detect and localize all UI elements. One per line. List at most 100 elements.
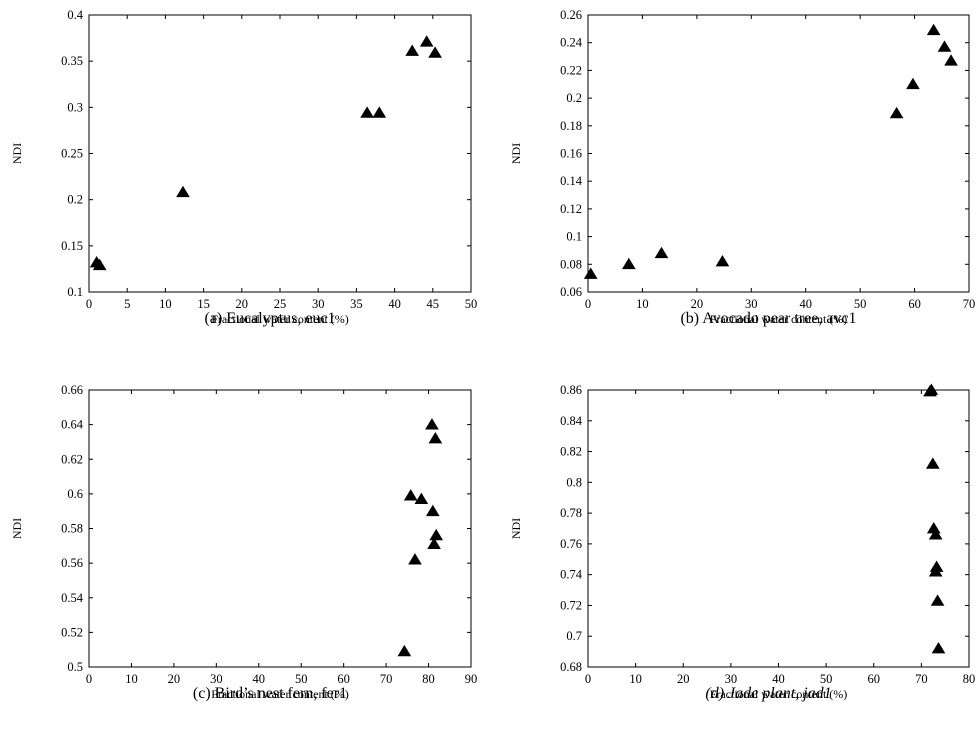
x-tick-label: 50	[465, 297, 478, 311]
data-point-triangle	[403, 489, 418, 501]
data-point-triangle	[176, 185, 190, 198]
data-point-triangle	[360, 106, 374, 118]
y-tick-label: 0.66	[61, 383, 83, 397]
x-tick-label: 40	[772, 672, 785, 686]
x-tick-label: 50	[820, 672, 833, 686]
data-point-triangle	[930, 594, 945, 606]
y-tick-label: 0.52	[61, 625, 83, 639]
x-axis-label: Fractional water content (%)	[710, 312, 848, 326]
y-tick-label: 0.8	[566, 475, 582, 489]
x-tick-label: 20	[168, 672, 181, 686]
data-point-triangle	[429, 528, 444, 541]
y-tick-label: 0.15	[61, 239, 83, 253]
x-tick-label: 10	[629, 672, 642, 686]
x-tick-label: 10	[125, 672, 138, 686]
scatter-panel-0: 0 5 10 15 20 25 30 35 40 45 50 0.1 0.15 0.2 0.25 0.3 0.3…	[10, 8, 477, 327]
data-point-triangle	[715, 255, 730, 267]
y-tick-label: 0.2	[566, 91, 582, 105]
data-point-triangle	[937, 40, 952, 52]
data-point-triangle	[425, 418, 439, 430]
y-tick-label: 0.26	[560, 8, 582, 22]
y-tick-label: 0.16	[560, 147, 582, 161]
y-axis-label: NDI	[10, 143, 24, 164]
data-point-triangle	[926, 522, 941, 534]
data-point-triangle	[408, 553, 422, 565]
y-tick-label: 0.62	[61, 452, 83, 466]
y-tick-label: 0.24	[560, 36, 583, 50]
y-tick-label: 0.25	[61, 147, 83, 161]
y-axis-label: NDI	[509, 518, 523, 539]
y-tick-label: 0.58	[61, 522, 83, 536]
scatter-panel-2: 0 10 20 30 40 50 60 70 80 90 0.5 0.52 0.54 0.56 0.58 0.…	[10, 383, 477, 702]
data-point-triangle	[924, 383, 939, 395]
data-point-triangle	[397, 644, 412, 657]
x-tick-label: 0	[86, 297, 92, 311]
y-tick-label: 0.76	[560, 537, 582, 551]
data-point-triangle	[583, 267, 598, 279]
x-tick-label: 45	[427, 297, 440, 311]
data-point-triangle	[944, 54, 958, 66]
y-axis-label: NDI	[10, 518, 24, 539]
x-axis-label: Fractional water content (%)	[211, 687, 349, 701]
data-point-triangle	[92, 258, 107, 271]
x-tick-label: 40	[388, 297, 401, 311]
x-tick-label: 35	[350, 297, 363, 311]
x-tick-label: 30	[210, 672, 223, 686]
data-point-triangle	[414, 492, 429, 504]
data-point-triangle	[427, 537, 441, 549]
y-tick-label: 0.54	[61, 591, 84, 605]
panel-caption: (d) Jade plant, jad1	[705, 685, 831, 702]
x-tick-label: 5	[124, 297, 130, 311]
x-tick-label: 40	[799, 297, 812, 311]
x-tick-label: 50	[295, 672, 308, 686]
y-tick-label: 0.74	[560, 568, 583, 582]
y-tick-label: 0.64	[61, 418, 84, 432]
y-tick-label: 0.78	[560, 506, 582, 520]
x-tick-label: 0	[585, 297, 591, 311]
data-point-triangle	[405, 44, 419, 56]
y-tick-label: 0.56	[61, 556, 83, 570]
plot-frame	[587, 389, 970, 668]
x-tick-label: 0	[585, 672, 591, 686]
scatter-panel-3: 0 10 20 30 40 50 60 70 80 0.68 0.7 0.72 0.74 0.76 0.78…	[509, 383, 975, 702]
y-tick-label: 0.06	[560, 285, 582, 299]
x-axis-label: Fractional water content (%)	[710, 687, 848, 701]
panel-caption: (c) Bird’s nest fern, fer1	[193, 685, 347, 702]
y-tick-label: 0.72	[560, 598, 582, 612]
y-tick-label: 0.08	[560, 257, 582, 271]
y-tick-label: 0.5	[67, 660, 83, 674]
x-tick-label: 40	[253, 672, 266, 686]
x-tick-label: 80	[422, 672, 435, 686]
plot-frame	[88, 14, 472, 293]
y-tick-label: 0.14	[560, 174, 583, 188]
y-tick-label: 0.3	[67, 100, 83, 114]
y-tick-label: 0.35	[61, 54, 83, 68]
data-point-triangle	[906, 77, 920, 90]
y-tick-label: 0.84	[560, 414, 583, 428]
x-tick-label: 60	[908, 297, 921, 311]
data-point-triangle	[926, 23, 941, 36]
plot-frame	[88, 389, 472, 668]
x-tick-label: 20	[691, 297, 704, 311]
y-tick-label: 0.18	[560, 119, 582, 133]
x-tick-label: 70	[963, 297, 976, 311]
x-tick-label: 70	[915, 672, 928, 686]
panel-caption: (a) Eucalyptus, euc1	[204, 310, 335, 327]
x-tick-label: 70	[380, 672, 393, 686]
x-tick-label: 0	[86, 672, 92, 686]
x-tick-label: 10	[636, 297, 649, 311]
data-point-triangle	[925, 457, 940, 469]
y-tick-label: 0.82	[560, 445, 582, 459]
y-tick-label: 0.1	[566, 230, 582, 244]
x-tick-label: 30	[312, 297, 325, 311]
x-tick-label: 80	[963, 672, 976, 686]
y-tick-label: 0.1	[67, 285, 83, 299]
x-tick-label: 60	[868, 672, 881, 686]
data-point-triangle	[372, 106, 387, 118]
x-tick-label: 90	[465, 672, 478, 686]
x-tick-label: 15	[197, 297, 210, 311]
x-tick-label: 10	[159, 297, 172, 311]
y-tick-label: 0.86	[560, 383, 582, 397]
y-axis-label: NDI	[509, 143, 523, 164]
